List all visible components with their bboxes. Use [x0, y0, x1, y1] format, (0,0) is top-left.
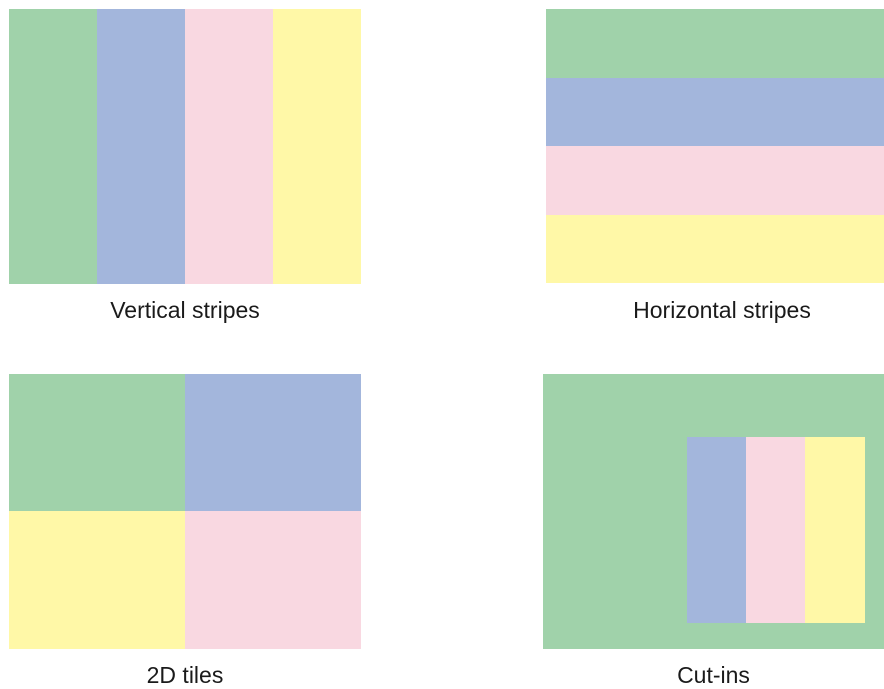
stripe-pink — [185, 9, 273, 284]
stripe-blue — [97, 9, 185, 284]
band-blue — [546, 78, 884, 146]
cut-in-pink — [746, 437, 805, 623]
tile-yellow — [9, 511, 185, 649]
2d-tiles-caption: 2D tiles — [146, 662, 224, 688]
band-pink — [546, 146, 884, 215]
cut-in-yellow — [805, 437, 865, 623]
cut-ins-diagram — [543, 374, 884, 649]
vertical-stripes-diagram — [9, 9, 361, 284]
stripe-green — [9, 9, 97, 284]
horizontal-stripes-diagram — [546, 9, 884, 283]
2d-tiles-diagram — [9, 374, 361, 649]
tile-green — [9, 374, 185, 511]
tile-pink — [185, 511, 361, 649]
tile-blue — [185, 374, 361, 511]
cut-ins-caption: Cut-ins — [677, 662, 750, 688]
band-green — [546, 9, 884, 78]
horizontal-stripes-caption: Horizontal stripes — [633, 297, 811, 323]
vertical-stripes-caption: Vertical stripes — [110, 297, 260, 323]
stripe-yellow — [273, 9, 361, 284]
band-yellow — [546, 215, 884, 283]
cut-in-blue — [687, 437, 746, 623]
